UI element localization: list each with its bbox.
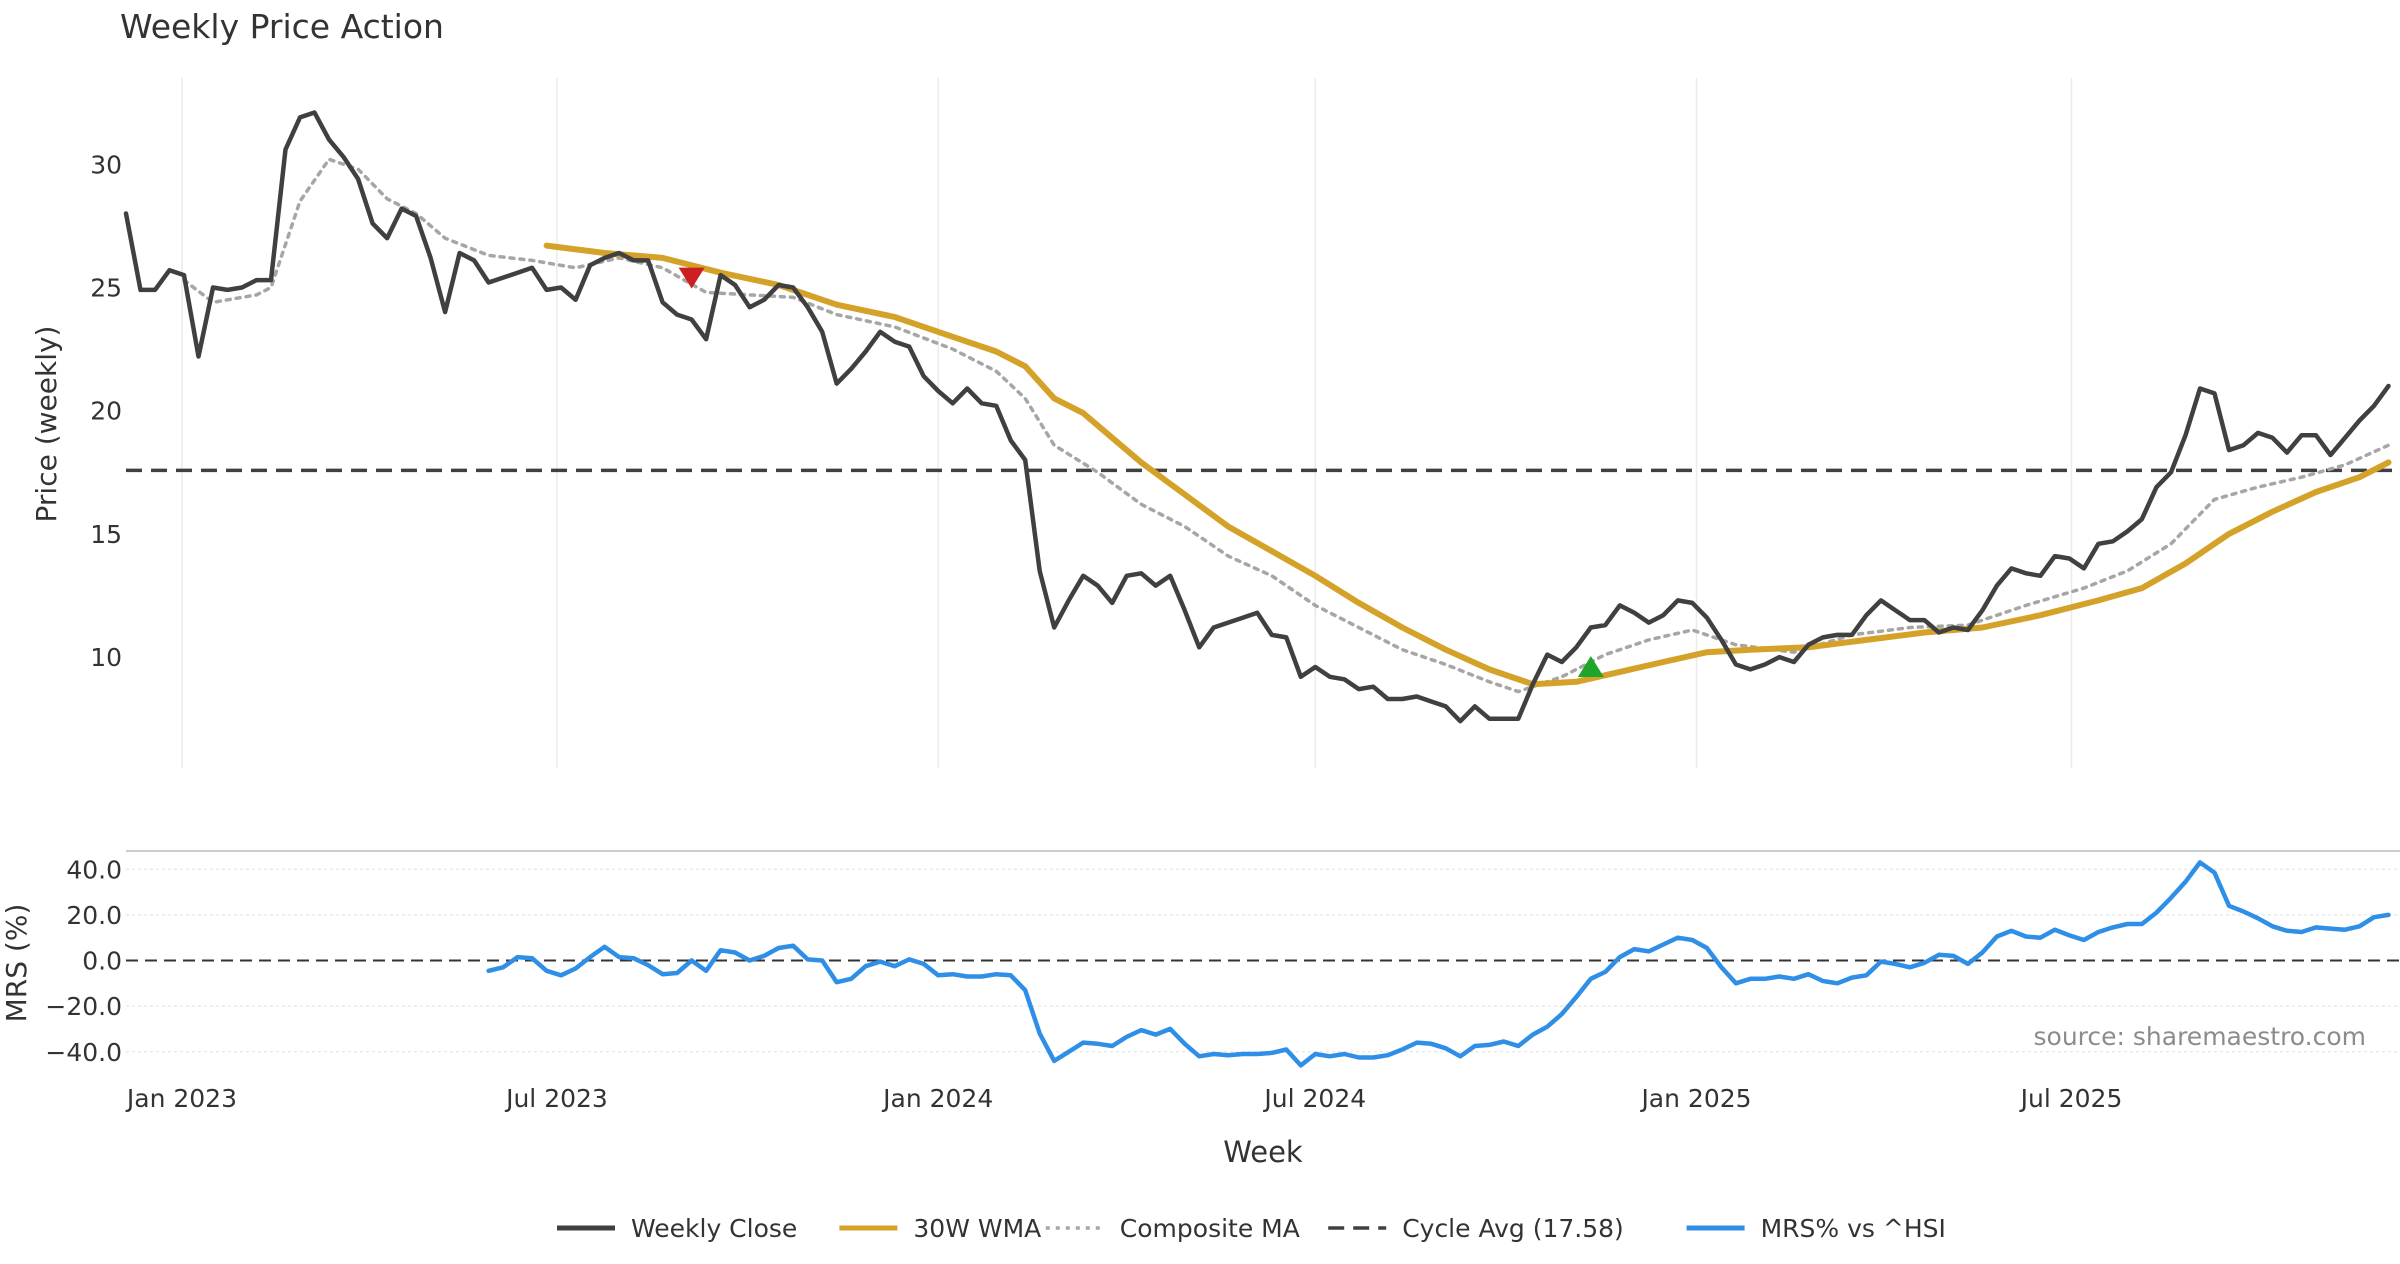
mrs-y-tick-label: 20.0 <box>66 901 122 930</box>
chart-title: Weekly Price Action <box>120 7 444 46</box>
legend-item: Cycle Avg (17.58) <box>1328 1214 1624 1243</box>
legend-label: Cycle Avg (17.58) <box>1402 1214 1624 1243</box>
wma-30w-line <box>543 242 2392 688</box>
source-note: source: sharemaestro.com <box>2034 1022 2367 1051</box>
legend-item: Composite MA <box>1045 1214 1300 1243</box>
price-y-tick-label: 30 <box>90 150 122 179</box>
price-markers <box>678 267 1604 677</box>
mrs-y-tick-label: 40.0 <box>66 855 122 884</box>
price-y-tick-label: 15 <box>90 520 122 549</box>
x-tick-label: Jul 2024 <box>1262 1084 1366 1113</box>
price-y-tick-label: 20 <box>90 397 122 426</box>
weekly-close-line <box>123 110 2391 724</box>
price-y-ticks: 10 15 20 25 30 <box>90 150 122 672</box>
price-y-tick-label: 25 <box>90 273 122 302</box>
x-tick-label: Jan 2024 <box>881 1084 993 1113</box>
legend-label: Composite MA <box>1120 1214 1300 1243</box>
mrs-y-tick-label: −40.0 <box>45 1038 122 1067</box>
x-tick-label: Jan 2025 <box>1639 1084 1751 1113</box>
x-ticks: Jan 2023 Jul 2023 Jan 2024 Jul 2024 Jan 2025… <box>125 1084 2122 1113</box>
legend: Weekly Close 30W WMA Composite MA Cycle Avg… <box>557 1214 1946 1243</box>
legend-label: MRS% vs ^HSI <box>1761 1214 1946 1243</box>
x-tick-label: Jul 2023 <box>504 1084 608 1113</box>
legend-label: Weekly Close <box>631 1214 797 1243</box>
price-y-axis-label: Price (weekly) <box>30 326 63 523</box>
mrs-series <box>486 860 2391 1068</box>
mrs-line <box>486 860 2391 1068</box>
legend-item: MRS% vs ^HSI <box>1686 1214 1946 1243</box>
sell-signal-marker <box>678 267 705 289</box>
composite-ma-line <box>182 157 2391 694</box>
legend-label: 30W WMA <box>913 1214 1041 1243</box>
x-tick-label: Jul 2025 <box>2019 1084 2123 1113</box>
legend-item: Weekly Close <box>557 1214 797 1243</box>
mrs-y-ticks: −40.0 −20.0 0.0 20.0 40.0 <box>45 855 122 1067</box>
price-series <box>123 110 2400 724</box>
mrs-y-axis-label: MRS (%) <box>0 904 33 1023</box>
x-axis-label: Week <box>1223 1135 1303 1169</box>
x-tick-label: Jan 2023 <box>125 1084 237 1113</box>
buy-signal-marker <box>1577 655 1604 677</box>
legend-item: 30W WMA <box>839 1214 1041 1243</box>
mrs-y-tick-label: −20.0 <box>45 992 122 1021</box>
price-y-tick-label: 10 <box>90 643 122 672</box>
mrs-y-tick-label: 0.0 <box>82 947 122 976</box>
price-grid <box>181 78 2073 768</box>
